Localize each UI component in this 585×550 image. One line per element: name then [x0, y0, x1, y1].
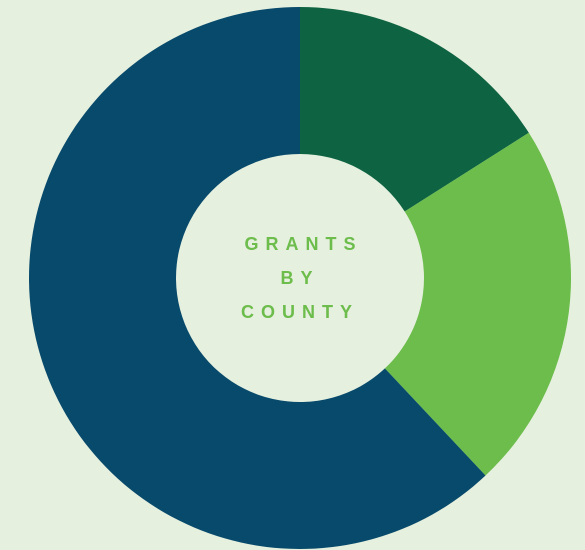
donut-segment	[384, 132, 571, 476]
chart-title: GRANTS BY COUNTY	[241, 234, 363, 322]
donut-segment	[300, 7, 529, 212]
donut-segment	[28, 7, 486, 550]
